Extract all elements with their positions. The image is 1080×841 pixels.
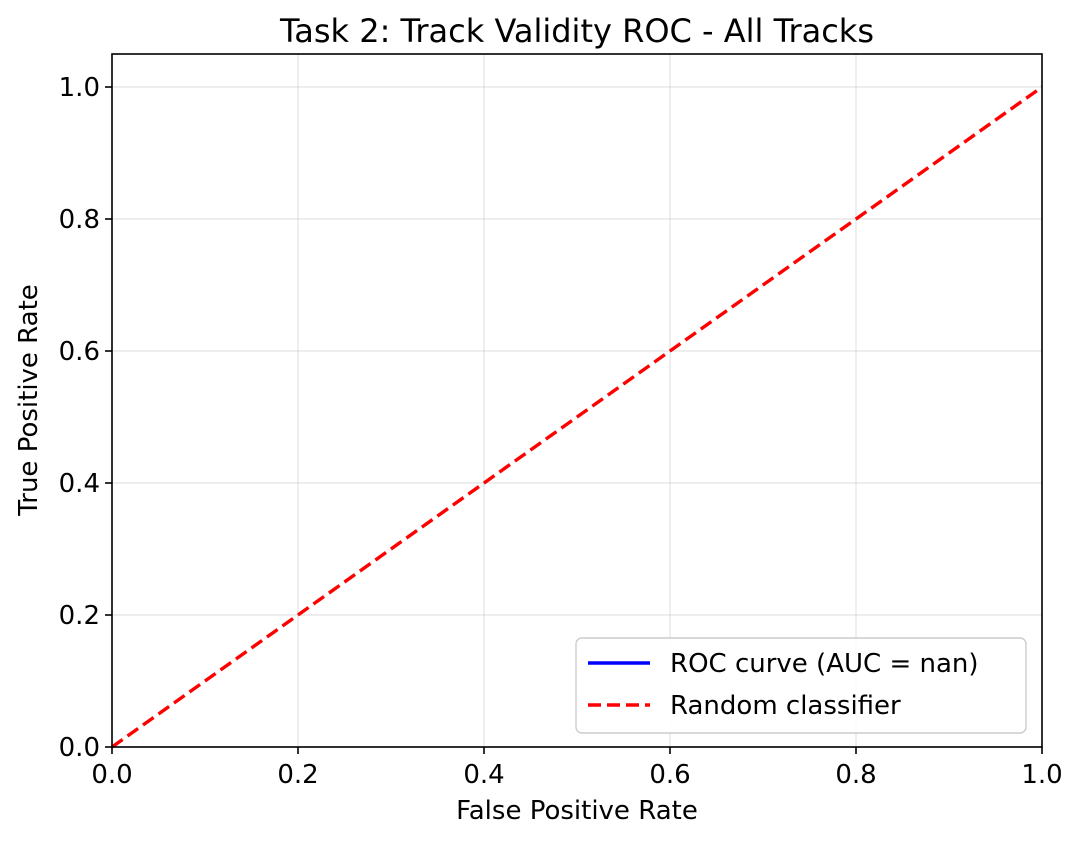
chart-title: Task 2: Track Validity ROC - All Tracks	[279, 12, 874, 50]
x-axis-label: False Positive Rate	[456, 796, 698, 826]
y-tick-label: 0.0	[59, 733, 100, 763]
series-layer	[111, 85, 1043, 749]
x-tick-label: 0.4	[463, 760, 504, 790]
y-tick-label: 0.6	[59, 337, 100, 367]
legend-label-random-classifier: Random classifier	[670, 691, 901, 721]
y-tick-label: 1.0	[59, 73, 100, 103]
x-tick-label: 0.6	[649, 760, 690, 790]
legend-label-roc-curve: ROC curve (AUC = nan)	[670, 649, 979, 679]
x-tick-label: 0.0	[91, 760, 132, 790]
y-tick-label: 0.4	[59, 469, 100, 499]
x-tick-label: 0.2	[277, 760, 318, 790]
y-axis-label: True Positive Rate	[14, 284, 44, 517]
plot-frame	[111, 53, 1043, 748]
y-tick-label: 0.2	[59, 601, 100, 631]
tick-layer: 0.0 0.2 0.4 0.6 0.8 1.0 0.0 0.2 0.4 0.6 0.8 1.0	[59, 73, 1063, 790]
legend: ROC curve (AUC = nan) Random classifier	[575, 637, 1027, 734]
series-line-1	[111, 85, 1043, 749]
y-tick-label: 0.8	[59, 205, 100, 235]
x-tick-label: 1.0	[1021, 760, 1062, 790]
legend-box	[575, 637, 1027, 734]
grid-lines	[111, 54, 1043, 748]
x-tick-label: 0.8	[835, 760, 876, 790]
